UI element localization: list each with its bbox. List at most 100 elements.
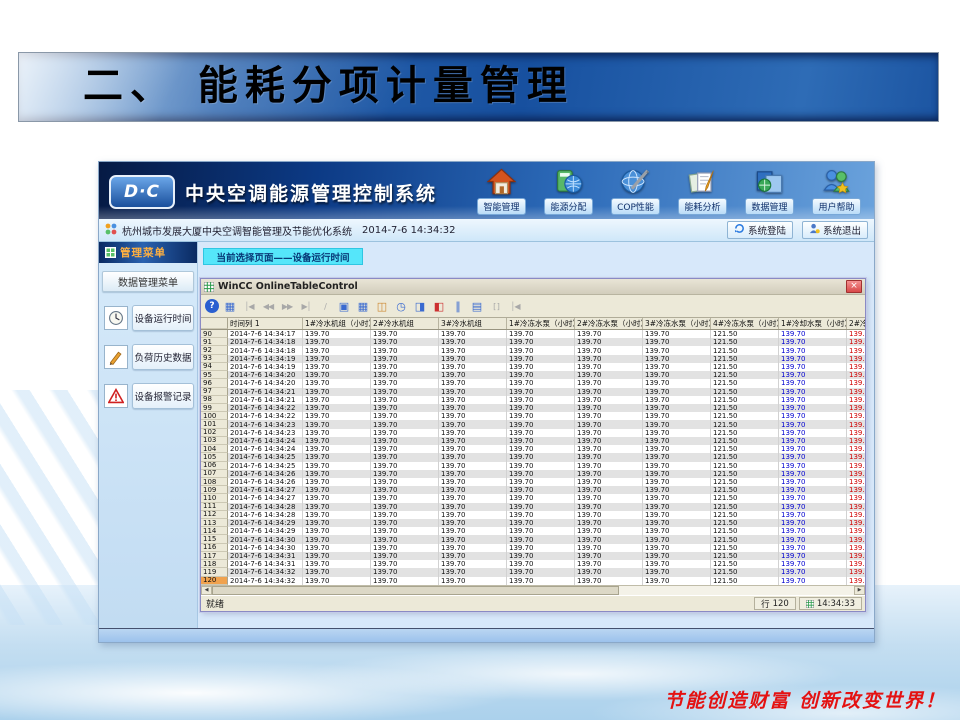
sidebar-header-label: 管理菜单 bbox=[120, 247, 166, 259]
select-columns-button[interactable]: ▦ bbox=[357, 299, 369, 313]
import-data-button[interactable]: ◧ bbox=[433, 299, 445, 313]
table-row[interactable]: 95 2014-7-6 14:34:20 139.70 139.70 139.70 139… bbox=[201, 371, 865, 380]
value-cell: 139.70 bbox=[779, 568, 847, 577]
scrollbar-thumb[interactable] bbox=[212, 586, 620, 595]
nav-item-3[interactable]: COP性能 bbox=[602, 165, 669, 215]
value-cell: 139.70 bbox=[439, 371, 507, 380]
sidebar-subheader-button[interactable]: 数据管理菜单 bbox=[102, 271, 194, 292]
table-row[interactable]: 102 2014-7-6 14:34:23 139.70 139.70 139.70 13… bbox=[201, 428, 865, 437]
table-row[interactable]: 108 2014-7-6 14:34:26 139.70 139.70 139.70 13… bbox=[201, 477, 865, 487]
value-cell: 139.70 bbox=[371, 568, 439, 577]
table-row[interactable]: 115 2014-7-6 14:34:30 139.70 139.70 139.70 13… bbox=[201, 535, 865, 544]
close-icon[interactable] bbox=[846, 280, 862, 293]
table-row[interactable]: 113 2014-7-6 14:34:29 139.70 139.70 139.70 13… bbox=[201, 519, 865, 528]
table-row[interactable]: 117 2014-7-6 14:34:31 139.70 139.70 139.70 13… bbox=[201, 551, 865, 561]
table-row[interactable]: 109 2014-7-6 14:34:27 139.70 139.70 139.70 13… bbox=[201, 486, 865, 495]
value-cell: 139.70 bbox=[575, 568, 643, 577]
row-number-cell: 119 bbox=[201, 568, 228, 577]
value-cell: 139.70 bbox=[371, 576, 439, 585]
value-cell: 139.70 bbox=[779, 486, 847, 495]
table-row[interactable]: 90 2014-7-6 14:34:17 139.70 139.70 139.70 139… bbox=[201, 330, 865, 339]
table-row[interactable]: 110 2014-7-6 14:34:27 139.70 139.70 139.70 13… bbox=[201, 494, 865, 503]
time-column-select-button[interactable]: ▦ bbox=[224, 299, 236, 313]
value-cell: 139.70 bbox=[371, 354, 439, 363]
table-row[interactable]: 103 2014-7-6 14:34:24 139.70 139.70 139.70 13… bbox=[201, 436, 865, 446]
value-cell: 139.70 bbox=[439, 362, 507, 372]
time-cell: 2014-7-6 14:34:21 bbox=[228, 387, 303, 396]
table-row[interactable]: 91 2014-7-6 14:34:18 139.70 139.70 139.70 139… bbox=[201, 338, 865, 347]
row-count-label: 行 bbox=[761, 599, 770, 610]
print-button[interactable]: ▤ bbox=[471, 299, 483, 313]
wincc-title: WinCC OnlineTableControl bbox=[218, 281, 358, 292]
scroll-left-icon[interactable] bbox=[201, 586, 212, 595]
value-cell: 139.70 bbox=[507, 494, 575, 503]
table-row[interactable]: 119 2014-7-6 14:34:32 139.70 139.70 139.70 13… bbox=[201, 568, 865, 577]
table-row[interactable]: 120 2014-7-6 14:34:32 139.70 139.70 139.70 13… bbox=[201, 576, 865, 585]
table-row[interactable]: 93 2014-7-6 14:34:19 139.70 139.70 139.70 139… bbox=[201, 354, 865, 363]
time-range-button[interactable]: ◷ bbox=[396, 299, 406, 313]
system-logout-label: 系统退出 bbox=[822, 226, 861, 237]
table-row[interactable]: 97 2014-7-6 14:34:21 139.70 139.70 139.70 139… bbox=[201, 387, 865, 396]
table-row[interactable]: 99 2014-7-6 14:34:22 139.70 139.70 139.70 139… bbox=[201, 403, 865, 413]
value-cell: 139.70 bbox=[643, 551, 711, 561]
value-cell: 121.50 bbox=[711, 543, 779, 552]
system-name: 杭州城市发展大厦中央空调智能管理及节能优化系统 bbox=[122, 226, 352, 238]
table-row[interactable]: 106 2014-7-6 14:34:25 139.70 139.70 139.70 13… bbox=[201, 461, 865, 470]
value-cell: 139.70 bbox=[779, 371, 847, 380]
wincc-titlebar[interactable]: WinCC OnlineTableControl bbox=[201, 279, 865, 295]
select-archive-button[interactable]: ◫ bbox=[376, 299, 388, 313]
table-row[interactable]: 101 2014-7-6 14:34:23 139.70 139.70 139.70 13… bbox=[201, 420, 865, 429]
system-login-button[interactable]: 系统登陆 bbox=[726, 221, 793, 239]
scroll-right-icon[interactable] bbox=[854, 586, 865, 595]
table-row[interactable]: 92 2014-7-6 14:34:18 139.70 139.70 139.70 139… bbox=[201, 346, 865, 355]
table-row[interactable]: 94 2014-7-6 14:34:19 139.70 139.70 139.70 139… bbox=[201, 362, 865, 372]
value-cell: 139.70 bbox=[371, 371, 439, 380]
sidebar-item-2[interactable]: 负荷历史数据 bbox=[104, 344, 194, 370]
value-cell: 139.70 bbox=[507, 436, 575, 446]
table-row[interactable]: 111 2014-7-6 14:34:28 139.70 139.70 139.70 13… bbox=[201, 502, 865, 511]
table-row[interactable]: 114 2014-7-6 14:34:29 139.70 139.70 139.70 13… bbox=[201, 527, 865, 536]
nav-item-2[interactable]: 能源分配 bbox=[535, 165, 602, 215]
time-cell: 2014-7-6 14:34:32 bbox=[228, 568, 303, 577]
dc-logo: D·C bbox=[109, 175, 175, 209]
horizontal-scrollbar[interactable] bbox=[201, 585, 865, 595]
table-row[interactable]: 98 2014-7-6 14:34:21 139.70 139.70 139.70 139… bbox=[201, 395, 865, 404]
table-row[interactable]: 107 2014-7-6 14:34:26 139.70 139.70 139.70 13… bbox=[201, 469, 865, 478]
nav-item-6[interactable]: 用户帮助 bbox=[803, 165, 870, 215]
table-row[interactable]: 96 2014-7-6 14:34:20 139.70 139.70 139.70 139… bbox=[201, 379, 865, 388]
value-cell: 139.70 bbox=[507, 469, 575, 478]
value-cell: 139.70 bbox=[575, 403, 643, 413]
table-row[interactable]: 116 2014-7-6 14:34:30 139.70 139.70 139.70 13… bbox=[201, 543, 865, 552]
value-cell: 139.70 bbox=[779, 330, 847, 339]
system-logout-button[interactable]: 系统退出 bbox=[801, 221, 868, 239]
value-cell: 139.70 bbox=[575, 560, 643, 569]
sidebar: 管理菜单 数据管理菜单 设备运行时间 负荷历史数据 设备报警记录 bbox=[99, 242, 198, 628]
nav-item-1[interactable]: 智能管理 bbox=[468, 165, 535, 215]
scrollbar-track[interactable] bbox=[619, 586, 854, 595]
help-button[interactable]: ? bbox=[205, 299, 219, 313]
export-data-button[interactable]: ◨ bbox=[414, 299, 426, 313]
value-cell: 139.70 bbox=[847, 470, 865, 478]
table-row[interactable]: 104 2014-7-6 14:34:24 139.70 139.70 139.70 13… bbox=[201, 445, 865, 454]
row-number-cell: 99 bbox=[201, 403, 228, 413]
nav-item-4[interactable]: 能耗分析 bbox=[669, 165, 736, 215]
table-row[interactable]: 118 2014-7-6 14:34:31 139.70 139.70 139.70 13… bbox=[201, 560, 865, 569]
copy-button[interactable]: ▣ bbox=[338, 299, 350, 313]
value-cell: 139.70 bbox=[371, 428, 439, 437]
value-cell: 139.70 bbox=[303, 560, 371, 569]
value-cell: 139.70 bbox=[371, 477, 439, 487]
value-cell: 139.70 bbox=[575, 510, 643, 520]
table-row[interactable]: 100 2014-7-6 14:34:22 139.70 139.70 139.70 13… bbox=[201, 412, 865, 421]
value-cell: 139.70 bbox=[575, 469, 643, 478]
sidebar-item-1[interactable]: 设备运行时间 bbox=[104, 305, 194, 331]
time-cell: 2014-7-6 14:34:29 bbox=[228, 519, 303, 528]
value-cell: 139.70 bbox=[303, 420, 371, 429]
table-row[interactable]: 105 2014-7-6 14:34:25 139.70 139.70 139.70 13… bbox=[201, 453, 865, 462]
sidebar-item-3[interactable]: 设备报警记录 bbox=[104, 383, 194, 409]
nav-item-5[interactable]: 数据管理 bbox=[736, 165, 803, 215]
value-cell: 139.70 bbox=[507, 535, 575, 544]
clock-icon bbox=[104, 306, 128, 330]
table-row[interactable]: 112 2014-7-6 14:34:28 139.70 139.70 139.70 13… bbox=[201, 510, 865, 520]
value-cell: 139.70 bbox=[847, 577, 865, 585]
pause-button[interactable]: ∥ bbox=[455, 299, 461, 313]
